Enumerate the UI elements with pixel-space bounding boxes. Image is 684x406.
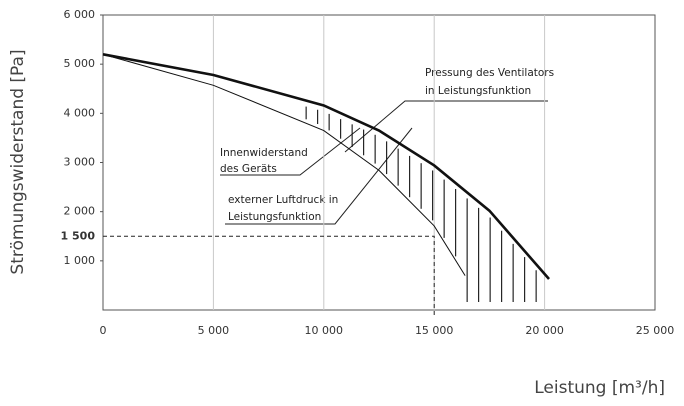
annotation: externer Luftdruck in [228,194,338,206]
y-tick-label: 3 000 [64,156,96,169]
annotation: Leistungsfunktion [228,211,321,223]
annotation: Pressung des Ventilators [425,67,554,79]
y-tick-label: 5 000 [64,57,96,70]
x-tick-label: 5 000 [198,324,230,337]
leader-line [344,100,548,153]
y-axis-label: Strömungswiderstand [Pa] [8,49,28,274]
y-tick-label: 6 000 [64,8,96,21]
leader-line [220,127,361,176]
y-tick-label: 4 000 [64,106,96,119]
annotation: des Geräts [220,163,277,175]
line-series [102,53,550,280]
reference-line [103,235,435,318]
x-tick-label: 0 [100,324,107,337]
line-series [102,53,466,276]
plot-frame [102,14,656,311]
annotation: in Leistungsfunktion [425,85,531,97]
x-tick-label: 15 000 [415,324,454,337]
reference-label: 1 500 [61,229,96,242]
y-tick-label: 2 000 [64,205,96,218]
annotation: Innenwiderstand [220,147,308,159]
x-tick-label: 10 000 [305,324,344,337]
x-tick-label: 20 000 [525,324,564,337]
y-tick-label: 1 000 [64,254,96,267]
x-axis-label: Leistung [m³/h] [534,378,665,398]
x-tick-label: 25 000 [636,324,675,337]
